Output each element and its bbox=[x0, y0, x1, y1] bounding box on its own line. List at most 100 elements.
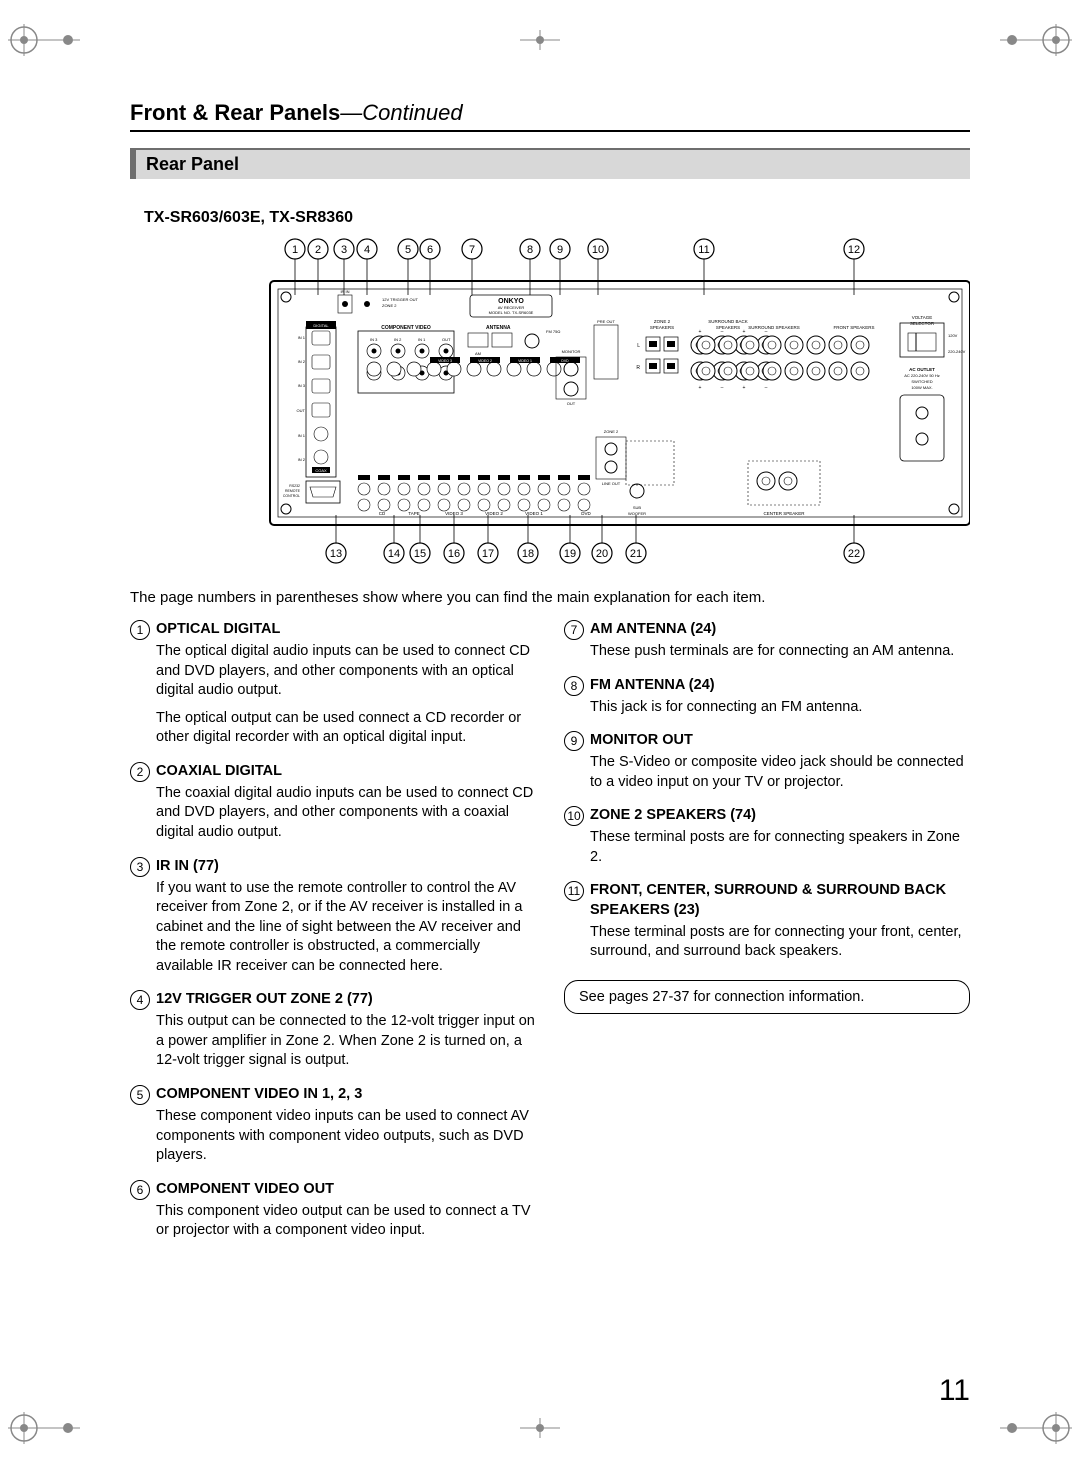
svg-text:1: 1 bbox=[292, 244, 298, 256]
cross-bottom bbox=[520, 1418, 560, 1438]
item-title: OPTICAL DIGITAL bbox=[156, 620, 280, 640]
item-number: 3 bbox=[130, 857, 150, 877]
item-number: 9 bbox=[564, 731, 584, 751]
svg-text:L: L bbox=[637, 343, 640, 349]
svg-text:15: 15 bbox=[414, 548, 426, 560]
page-number: 11 bbox=[939, 1374, 970, 1408]
svg-text:–: – bbox=[765, 385, 768, 391]
reg-mark-br bbox=[1000, 1412, 1072, 1444]
svg-text:SPEAKERS: SPEAKERS bbox=[716, 325, 740, 330]
right-column: 7 AM ANTENNA (24)These push terminals are… bbox=[564, 620, 970, 1255]
svg-text:ANTENNA: ANTENNA bbox=[486, 325, 511, 331]
item-number: 7 bbox=[564, 620, 584, 640]
svg-text:9: 9 bbox=[557, 244, 563, 256]
item-number: 11 bbox=[564, 881, 584, 901]
svg-text:12: 12 bbox=[848, 244, 860, 256]
svg-text:ZONE 2: ZONE 2 bbox=[654, 319, 671, 324]
svg-text:IN 1: IN 1 bbox=[298, 433, 306, 438]
svg-text:VOLTAGE: VOLTAGE bbox=[912, 315, 933, 320]
item-title: COAXIAL DIGITAL bbox=[156, 762, 282, 782]
svg-text:CONTROL: CONTROL bbox=[283, 494, 300, 498]
reg-mark-tl bbox=[8, 24, 80, 56]
svg-text:FRONT SPEAKERS: FRONT SPEAKERS bbox=[834, 325, 875, 330]
item-number: 1 bbox=[130, 620, 150, 640]
svg-text:RS232: RS232 bbox=[289, 484, 300, 488]
item-number: 10 bbox=[564, 806, 584, 826]
item-body: This jack is for connecting an FM antenn… bbox=[590, 698, 970, 718]
svg-text:DVD: DVD bbox=[581, 511, 591, 516]
svg-text:AM: AM bbox=[475, 351, 481, 356]
svg-text:14: 14 bbox=[388, 548, 400, 560]
left-column: 1 OPTICAL DIGITALThe optical digital audi… bbox=[130, 620, 536, 1255]
item-title: AM ANTENNA (24) bbox=[590, 620, 716, 640]
svg-text:11: 11 bbox=[698, 244, 709, 256]
item-title: MONITOR OUT bbox=[590, 731, 693, 751]
item-5: 5COMPONENT VIDEO IN 1, 2, 3These compone… bbox=[130, 1085, 536, 1166]
item-number: 2 bbox=[130, 762, 150, 782]
svg-text:IN 1: IN 1 bbox=[418, 337, 426, 342]
svg-text:220-240V: 220-240V bbox=[948, 349, 966, 354]
svg-text:IN 2: IN 2 bbox=[394, 337, 402, 342]
item-body: These push terminals are for connecting … bbox=[590, 642, 970, 662]
svg-text:R: R bbox=[636, 365, 640, 371]
reg-mark-bl bbox=[8, 1412, 80, 1444]
svg-text:TAPE: TAPE bbox=[408, 511, 419, 516]
svg-text:AC OUTLET: AC OUTLET bbox=[909, 367, 935, 372]
svg-text:SWITCHED: SWITCHED bbox=[911, 379, 932, 384]
svg-text:REMOTE: REMOTE bbox=[285, 489, 301, 493]
item-7: 7 AM ANTENNA (24)These push terminals are… bbox=[564, 620, 970, 662]
svg-text:DIGITAL: DIGITAL bbox=[313, 323, 329, 328]
svg-text:+: + bbox=[699, 329, 702, 335]
svg-text:SPEAKERS: SPEAKERS bbox=[650, 325, 674, 330]
item-number: 6 bbox=[130, 1180, 150, 1200]
svg-text:22: 22 bbox=[848, 548, 860, 560]
svg-text:PRE OUT: PRE OUT bbox=[597, 319, 615, 324]
svg-text:VIDEO 3: VIDEO 3 bbox=[438, 359, 452, 363]
svg-text:ZONE 2: ZONE 2 bbox=[604, 429, 619, 434]
item-body: These component video inputs can be used… bbox=[156, 1107, 536, 1166]
svg-text:OUT: OUT bbox=[297, 408, 306, 413]
section-title: Rear Panel bbox=[130, 148, 970, 179]
svg-text:OUT: OUT bbox=[442, 337, 451, 342]
svg-text:21: 21 bbox=[630, 548, 642, 560]
svg-text:100W MAX.: 100W MAX. bbox=[911, 385, 932, 390]
rear-panel-diagram: ONKYO AV RECEIVER MODEL NO. TX-SR603E IR… bbox=[130, 237, 970, 565]
svg-text:MONITOR: MONITOR bbox=[562, 349, 581, 354]
item-number: 8 bbox=[564, 676, 584, 696]
svg-text:CENTER SPEAKER: CENTER SPEAKER bbox=[763, 511, 805, 516]
svg-text:120V: 120V bbox=[948, 333, 958, 338]
svg-text:2: 2 bbox=[315, 244, 321, 256]
item-9: 9 MONITOR OUTThe S-Video or composite vid… bbox=[564, 731, 970, 792]
svg-text:19: 19 bbox=[564, 548, 576, 560]
svg-text:5: 5 bbox=[405, 244, 411, 256]
svg-text:WOOFER: WOOFER bbox=[628, 511, 646, 516]
svg-text:OUT: OUT bbox=[567, 401, 576, 406]
svg-text:16: 16 bbox=[448, 548, 460, 560]
item-11: 11FRONT, CENTER, SURROUND & SURROUND BAC… bbox=[564, 881, 970, 961]
svg-text:3: 3 bbox=[341, 244, 347, 256]
svg-text:8: 8 bbox=[527, 244, 533, 256]
note-box: See pages 27-37 for connection informati… bbox=[564, 980, 970, 1014]
header-continued: —Continued bbox=[340, 100, 462, 125]
svg-text:+: + bbox=[699, 385, 702, 391]
svg-text:6: 6 bbox=[427, 244, 433, 256]
item-body: These terminal posts are for connecting … bbox=[590, 923, 970, 962]
item-body: The S-Video or composite video jack shou… bbox=[590, 753, 970, 792]
item-body: This output can be connected to the 12-v… bbox=[156, 1012, 536, 1071]
item-title: IR IN (77) bbox=[156, 857, 219, 877]
item-number: 4 bbox=[130, 990, 150, 1010]
svg-text:SURROUND SPEAKERS: SURROUND SPEAKERS bbox=[748, 325, 800, 330]
svg-text:IR IN: IR IN bbox=[340, 289, 349, 294]
svg-text:–: – bbox=[721, 385, 724, 391]
item-title: ZONE 2 SPEAKERS (74) bbox=[590, 806, 756, 826]
item-4: 412V TRIGGER OUT ZONE 2 (77)This output … bbox=[130, 990, 536, 1071]
item-body: This component video output can be used … bbox=[156, 1202, 536, 1241]
item-body: The optical digital audio inputs can be … bbox=[156, 642, 536, 748]
svg-text:AC 220-240V 50 Hz: AC 220-240V 50 Hz bbox=[904, 373, 940, 378]
svg-text:LINE OUT: LINE OUT bbox=[602, 481, 621, 486]
svg-text:SELECTOR: SELECTOR bbox=[910, 321, 935, 326]
svg-text:10: 10 bbox=[592, 244, 604, 256]
item-body: The coaxial digital audio inputs can be … bbox=[156, 784, 536, 843]
svg-text:18: 18 bbox=[522, 548, 534, 560]
item-2: 2 COAXIAL DIGITALThe coaxial digital audi… bbox=[130, 762, 536, 843]
